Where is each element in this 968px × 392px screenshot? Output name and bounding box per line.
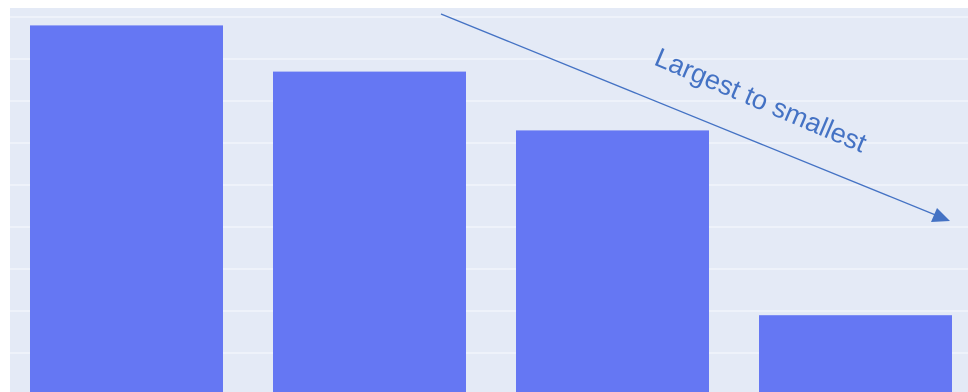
bar bbox=[759, 315, 952, 392]
bar bbox=[30, 25, 223, 392]
trend-arrow bbox=[440, 13, 939, 217]
bars bbox=[30, 25, 952, 392]
bar bbox=[273, 71, 466, 392]
bar bbox=[516, 130, 709, 392]
arrow-head bbox=[931, 208, 950, 222]
